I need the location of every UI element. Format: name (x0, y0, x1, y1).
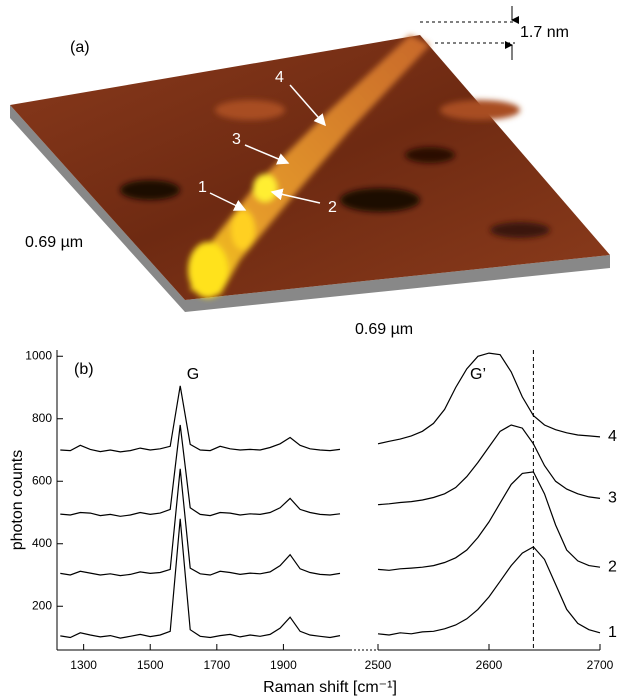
x-tick-label: 2600 (476, 658, 503, 672)
height-scale: 1.7 nm (520, 24, 569, 41)
series-label: 1 (608, 624, 617, 641)
marker-label: 1 (198, 179, 207, 196)
peak-label: G’ (470, 366, 486, 383)
panel-label: (b) (74, 361, 94, 378)
y-axis-label: photon counts (9, 450, 26, 551)
spectrum-line (377, 352, 601, 445)
x-axis-label: Raman shift [cm⁻¹] (263, 679, 397, 696)
spectrum-line (377, 424, 601, 506)
afm-arrows (209, 84, 326, 211)
depth-label: 0.69 µm (355, 321, 413, 338)
x-tick-label: 1300 (70, 658, 97, 672)
series-label: 4 (608, 428, 617, 445)
marker-label: 3 (232, 131, 241, 148)
spectrum-line (60, 468, 341, 577)
marker-label: 4 (275, 69, 284, 86)
y-tick-label: 400 (32, 536, 52, 550)
y-tick-label: 200 (32, 598, 52, 612)
series-label: 2 (608, 558, 617, 575)
spectrum-line (377, 471, 601, 571)
panel-label: (a) (70, 39, 90, 56)
x-tick-label: 1900 (270, 658, 297, 672)
spectrum-line (60, 518, 341, 639)
afm-texture (120, 35, 550, 298)
y-tick-label: 800 (32, 411, 52, 425)
spectrum-line (60, 424, 341, 517)
y-tick-label: 600 (32, 473, 52, 487)
height-scale-lines (420, 21, 515, 44)
width-label: 0.69 µm (25, 234, 83, 251)
marker-label: 2 (328, 199, 337, 216)
x-tick-label: 1500 (137, 658, 164, 672)
x-tick-label: 1700 (203, 658, 230, 672)
y-tick-label: 1000 (25, 348, 52, 362)
x-tick-label: 2700 (587, 658, 614, 672)
spectrum-line (60, 385, 341, 453)
x-tick-label: 2500 (365, 658, 392, 672)
series-label: 3 (608, 490, 617, 507)
afm-image: (a) 1.7 nm 0.69 µm 0.69 µm 1 2 3 4 (10, 6, 610, 338)
spectrum-line (377, 546, 601, 636)
peak-label: G (187, 366, 199, 383)
